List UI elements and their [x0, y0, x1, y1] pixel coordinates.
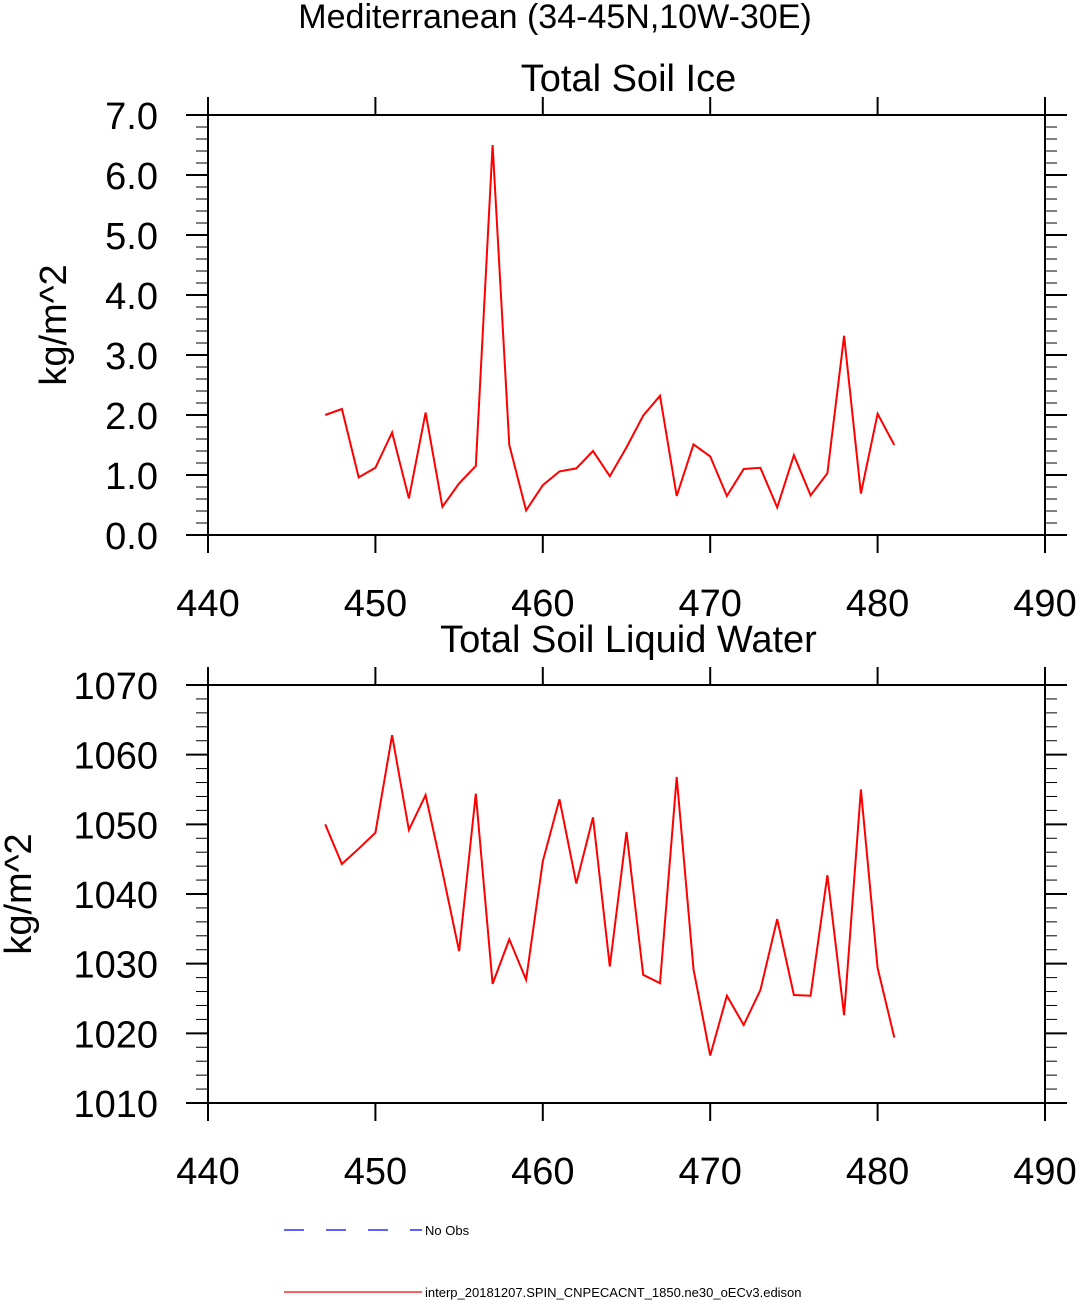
chart-0-xtick-label-3: 470: [678, 583, 741, 625]
chart-0-series-line-0: [324, 144, 896, 513]
chart-1-ytick-label-3: 1040: [73, 875, 158, 917]
chart-1-ytick-label-4: 1050: [73, 805, 158, 847]
chart-1-ylabel: kg/m^2: [0, 833, 40, 954]
chart-0-frame: [207, 114, 1046, 536]
chart-1-xtick-label-5: 490: [1013, 1151, 1076, 1193]
chart-1-xtick-label-1: 450: [344, 1151, 407, 1193]
chart-0-xtick-label-1: 450: [344, 583, 407, 625]
chart-0-xtick-label-2: 460: [511, 583, 574, 625]
chart-0-title: Total Soil Ice: [521, 58, 736, 100]
chart-1-title: Total Soil Liquid Water: [440, 619, 817, 661]
chart-1-xtick-label-0: 440: [176, 1151, 239, 1193]
panel-total-soil-liquid-water: Total Soil Liquid Water kg/m^2 440 450 460 47…: [0, 619, 1077, 1193]
legend-label-no-obs: No Obs: [425, 1223, 470, 1238]
chart-1-xtick-label-3: 470: [678, 1151, 741, 1193]
chart-1-ytick-label-6: 1070: [73, 666, 158, 708]
legend-label-model: interp_20181207.SPIN_CNPECACNT_1850.ne30…: [425, 1285, 802, 1300]
chart-0-ytick-label-5: 5.0: [105, 216, 158, 258]
chart-1-ytick-label-5: 1060: [73, 736, 158, 778]
chart-1-frame: [207, 684, 1046, 1104]
chart-0-ytick-label-2: 2.0: [105, 396, 158, 438]
chart-0-xtick-label-4: 480: [846, 583, 909, 625]
chart-1-ytick-label-1: 1020: [73, 1014, 158, 1056]
panel-total-soil-ice: Total Soil Ice kg/m^2 440 450 460 470 480 490 0.…: [33, 58, 1077, 625]
chart-0-ytick-label-7: 7.0: [105, 96, 158, 138]
chart-0-xtick-label-5: 490: [1013, 583, 1076, 625]
chart-0-ylabel: kg/m^2: [33, 264, 75, 385]
chart-1-ytick-label-0: 1010: [73, 1084, 158, 1126]
chart-1-xtick-label-4: 480: [846, 1151, 909, 1193]
chart-1-ytick-label-2: 1030: [73, 945, 158, 987]
chart-1-xtick-label-2: 460: [511, 1151, 574, 1193]
chart-1-series-line-0: [324, 735, 896, 1056]
chart-0-ytick-label-1: 1.0: [105, 456, 158, 498]
chart-0-xtick-label-0: 440: [176, 583, 239, 625]
chart-0-ytick-label-0: 0.0: [105, 516, 158, 558]
chart-0-ytick-label-4: 4.0: [105, 276, 158, 318]
figure-title: Mediterranean (34-45N,10W-30E): [298, 0, 811, 36]
legend: No Obs interp_20181207.SPIN_CNPECACNT_18…: [284, 1223, 802, 1300]
chart-0-ytick-label-3: 3.0: [105, 336, 158, 378]
chart-0-ytick-label-6: 6.0: [105, 156, 158, 198]
